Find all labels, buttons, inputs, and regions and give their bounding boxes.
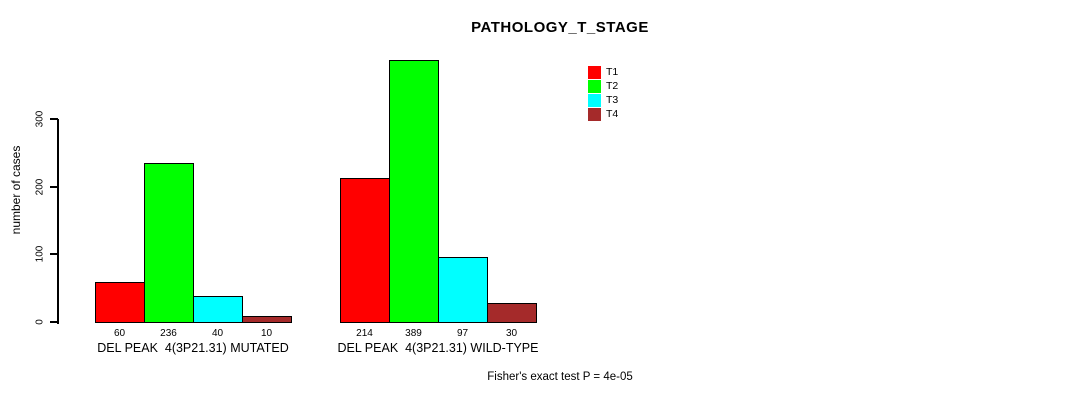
bar-value-label: 10	[260, 328, 273, 339]
bar-t3-group1	[193, 295, 243, 323]
bar-value-label: 389	[405, 328, 422, 339]
bar-t1-group2	[340, 178, 390, 323]
bar-t2-group1	[144, 163, 194, 323]
bar-t3-group2	[438, 257, 488, 323]
y-tick-mark	[50, 118, 58, 120]
bar-t4-group2	[487, 302, 537, 323]
bar-value-label: 236	[160, 328, 177, 339]
legend-label: T1	[606, 66, 619, 78]
bar-value-label: 40	[211, 328, 224, 339]
bar-t4-group1	[242, 316, 292, 323]
bar-value-label: 214	[356, 328, 373, 339]
legend-swatch-t2	[588, 80, 601, 93]
group-label: DEL PEAK 4(3P21.31) WILD-TYPE	[337, 341, 539, 355]
legend-item-t1: T1	[588, 66, 618, 79]
legend-label: T2	[606, 80, 619, 92]
y-axis-line	[57, 119, 59, 324]
legend-item-t2: T2	[588, 80, 618, 93]
bar-value-label: 97	[456, 328, 469, 339]
y-tick-label-text: 0	[34, 319, 46, 325]
chart-title: PATHOLOGY_T_STAGE	[471, 19, 649, 36]
bar-value-label: 60	[113, 328, 126, 339]
legend-label: T3	[606, 94, 619, 106]
legend: T1 T2 T3 T4	[588, 66, 618, 121]
bar-value-label: 30	[505, 328, 518, 339]
legend-swatch-t1	[588, 66, 601, 79]
y-tick-label-text: 100	[34, 245, 46, 263]
y-tick-mark	[50, 253, 58, 256]
legend-item-t4: T4	[588, 108, 618, 121]
y-axis-label: number of cases	[9, 145, 23, 235]
legend-item-t3: T3	[588, 94, 618, 107]
legend-label: T4	[606, 108, 619, 120]
bar-t1-group1	[95, 282, 145, 323]
statistical-test-annotation: Fisher's exact test P = 4e-05	[487, 371, 633, 383]
y-tick-mark	[50, 185, 58, 188]
legend-swatch-t4	[588, 108, 601, 121]
y-tick-mark	[50, 321, 58, 323]
y-tick-label-text: 300	[34, 110, 46, 128]
y-tick-label-text: 200	[34, 178, 46, 195]
bar-t2-group2	[389, 59, 439, 323]
legend-swatch-t3	[588, 94, 601, 107]
group-label: DEL PEAK 4(3P21.31) MUTATED	[97, 341, 289, 355]
